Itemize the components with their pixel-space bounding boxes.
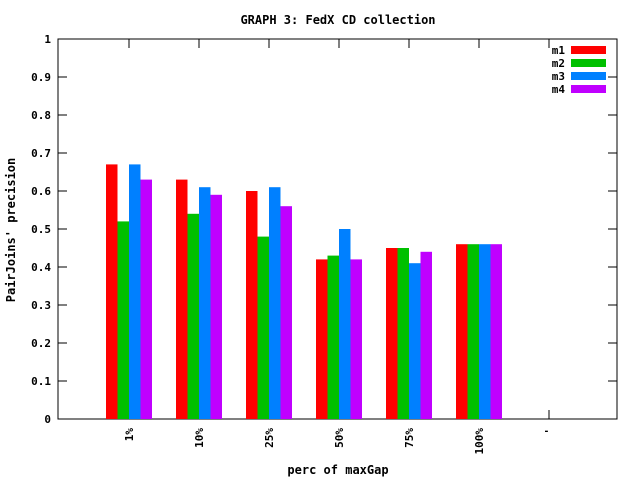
bar-m3: [199, 187, 211, 419]
chart-title: GRAPH 3: FedX CD collection: [240, 13, 435, 27]
y-tick-label: 0.3: [31, 299, 51, 312]
y-axis-label: PairJoins' precision: [4, 158, 18, 303]
bar-m2: [467, 244, 479, 419]
y-tick-label: 1: [44, 33, 51, 46]
x-tick-label: 25%: [263, 428, 276, 448]
bar-m4: [350, 259, 362, 419]
bar-m1: [316, 259, 328, 419]
x-tick-label: 50%: [333, 428, 346, 448]
bar-m2: [397, 248, 409, 419]
x-tick-label: 1%: [123, 428, 136, 442]
bar-m4: [140, 179, 152, 419]
legend-label-m1: m1: [552, 44, 566, 57]
x-tick-label: 100%: [473, 428, 486, 455]
bar-m1: [246, 191, 258, 419]
y-tick-label: 0.2: [31, 337, 51, 350]
bar-m1: [386, 248, 398, 419]
y-tick-label: 0.4: [31, 261, 51, 274]
bars: [106, 164, 502, 419]
bar-m1: [176, 179, 188, 419]
bar-m2: [327, 255, 339, 419]
legend-label-m2: m2: [552, 57, 565, 70]
y-tick-label: 0: [44, 413, 51, 426]
bar-m4: [420, 251, 432, 419]
y-tick-label: 0.5: [31, 223, 51, 236]
x-tick-label: 10%: [193, 428, 206, 448]
bar-m4: [210, 194, 222, 419]
y-tick-label: 0.6: [31, 185, 51, 198]
bar-m3: [339, 229, 351, 419]
x-axis: 1% 10% 25% 50% 75% 100% ': [123, 39, 556, 455]
bar-m2: [187, 213, 199, 419]
x-axis-label: perc of maxGap: [287, 463, 388, 477]
legend-label-m3: m3: [552, 70, 565, 83]
legend-swatch-m2: [571, 59, 606, 67]
bar-m3: [479, 244, 491, 419]
y-tick-label: 0.9: [31, 71, 51, 84]
bar-m4: [490, 244, 502, 419]
bar-m2: [117, 221, 129, 419]
bar-m2: [257, 236, 269, 419]
legend-label-m4: m4: [552, 83, 566, 96]
x-tick-label: 75%: [403, 428, 416, 448]
bar-m3: [409, 263, 421, 419]
bar-m1: [456, 244, 468, 419]
legend-swatch-m3: [571, 72, 606, 80]
bar-m4: [280, 206, 292, 419]
legend-swatch-m1: [571, 46, 606, 54]
y-tick-label: 0.1: [31, 375, 51, 388]
x-tick-label: ': [543, 428, 556, 435]
bar-m3: [129, 164, 141, 419]
legend-swatch-m4: [571, 85, 606, 93]
y-tick-label: 0.7: [31, 147, 51, 160]
y-axis: 0 0.1 0.2 0.3 0.4 0.5 0.6 0.7 0.8 0.9 1: [31, 33, 617, 426]
y-tick-label: 0.8: [31, 109, 51, 122]
bar-m3: [269, 187, 281, 419]
bar-m1: [106, 164, 118, 419]
